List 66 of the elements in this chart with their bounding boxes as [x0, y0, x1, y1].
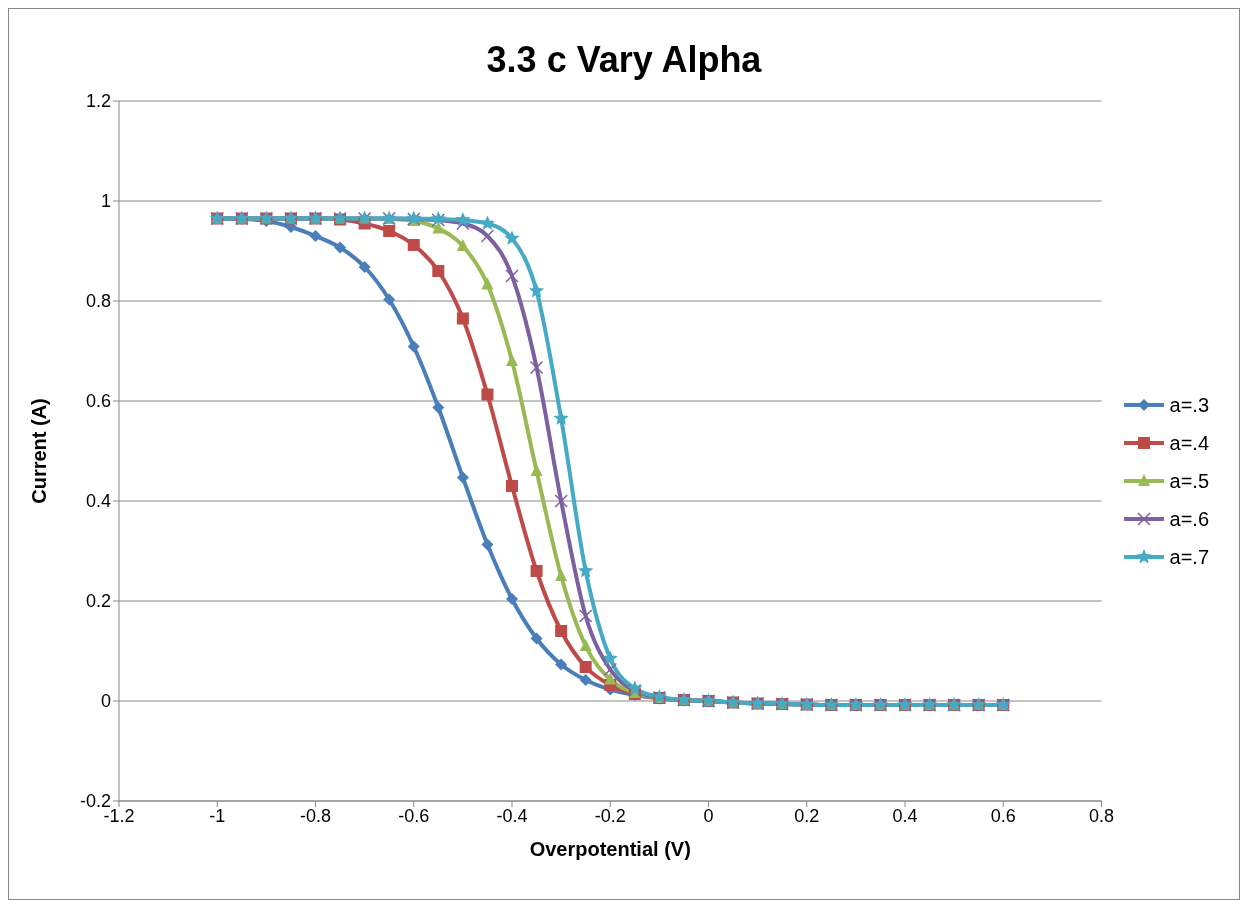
legend-label: a=.5 [1169, 469, 1209, 493]
y-tick-label: 0 [100, 691, 111, 712]
point [555, 569, 568, 581]
y-tick-label: 0.4 [85, 491, 111, 512]
x-axis-title: Overpotential (V) [529, 838, 691, 860]
point [506, 354, 519, 366]
point [481, 277, 494, 290]
point [554, 494, 568, 508]
x-tick-label: -0.4 [496, 805, 528, 826]
point [579, 674, 592, 686]
point [481, 538, 494, 551]
x-tick-label: -0.6 [398, 805, 430, 826]
point [432, 265, 445, 277]
point [432, 401, 445, 414]
point [383, 293, 396, 306]
legend-label: a=.7 [1169, 545, 1209, 569]
legend-label: a=.6 [1169, 507, 1209, 531]
point [505, 269, 519, 283]
y-tick-label: 1.2 [85, 91, 111, 112]
point [555, 625, 568, 637]
point [579, 639, 592, 651]
x-tick-label: 0.6 [990, 805, 1016, 826]
point [383, 225, 396, 237]
point [358, 261, 371, 273]
point [504, 230, 520, 245]
y-tick-label: 0.2 [85, 591, 111, 612]
point [579, 661, 592, 673]
x-tick-label: 0.4 [892, 805, 918, 826]
y-tick-label: 1 [100, 191, 111, 212]
point [530, 632, 543, 645]
point [432, 221, 445, 234]
point [604, 672, 617, 685]
point [334, 241, 347, 254]
legend-label: a=.4 [1169, 431, 1209, 455]
point [555, 658, 568, 671]
point [578, 609, 593, 623]
point [309, 230, 322, 242]
point [455, 212, 471, 227]
point [456, 312, 469, 325]
point [529, 360, 544, 375]
x-tick-label: 0.8 [1089, 805, 1115, 826]
point [530, 464, 543, 476]
x-tick-label: -1 [209, 805, 226, 826]
point [456, 471, 469, 484]
point [506, 593, 519, 605]
chart-title: 3.3 c Vary Alpha [485, 38, 763, 81]
y-tick-label: 0.6 [85, 391, 111, 412]
point [578, 563, 594, 578]
x-tick-label: -0.2 [594, 805, 626, 826]
point [480, 229, 495, 243]
x-tick-label: 0.2 [794, 805, 820, 826]
point [407, 239, 420, 251]
y-tick-label: 0.8 [85, 291, 111, 312]
y-tick-label: -0.2 [79, 791, 111, 812]
point [479, 215, 496, 230]
legend-label: a=.3 [1169, 393, 1209, 417]
point [602, 650, 618, 665]
point [407, 340, 420, 353]
x-tick-label: -0.8 [299, 805, 332, 826]
point [530, 565, 543, 577]
point [528, 283, 545, 298]
point [456, 239, 469, 251]
y-axis-title: Current (A) [28, 398, 51, 504]
x-tick-label: 0 [703, 805, 714, 826]
point [481, 388, 494, 401]
point [506, 480, 519, 492]
